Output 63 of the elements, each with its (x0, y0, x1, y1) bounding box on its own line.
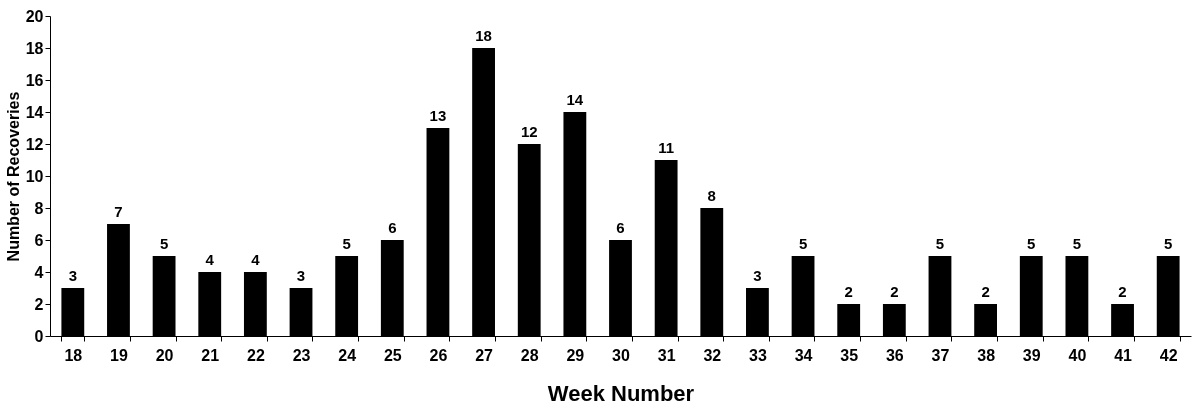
y-axis-title: Number of Recoveries (4, 91, 22, 262)
x-tick-label: 21 (201, 346, 220, 364)
y-tick-label: 20 (25, 7, 44, 25)
x-tick-label: 40 (1068, 346, 1087, 364)
data-label: 3 (68, 267, 77, 284)
data-label: 2 (981, 283, 990, 300)
data-label: 2 (890, 283, 899, 300)
x-tick-label: 39 (1022, 346, 1041, 364)
data-label: 2 (1118, 283, 1127, 300)
data-label: 7 (114, 203, 123, 220)
data-label: 18 (475, 27, 492, 44)
x-tick-label: 24 (338, 346, 357, 364)
data-label: 4 (205, 251, 215, 268)
x-tick-label: 25 (383, 346, 402, 364)
x-tick-label: 41 (1114, 346, 1133, 364)
x-tick-label: 20 (155, 346, 174, 364)
data-label: 13 (429, 107, 447, 124)
x-tick-label: 42 (1159, 346, 1178, 364)
x-tick-label: 38 (977, 346, 996, 364)
x-tick-label: 26 (429, 346, 448, 364)
x-tick-label: 36 (885, 346, 904, 364)
data-label: 6 (388, 219, 397, 236)
data-label: 14 (566, 91, 584, 108)
x-tick-label: 34 (794, 346, 813, 364)
data-label: 5 (798, 235, 808, 252)
data-label: 12 (520, 123, 538, 140)
x-tick-label: 22 (246, 346, 265, 364)
y-tick-label: 0 (34, 327, 44, 345)
x-tick-label: 35 (840, 346, 859, 364)
data-label: 5 (1027, 235, 1036, 252)
data-label: 11 (658, 139, 675, 156)
y-tick-label: 8 (34, 199, 44, 217)
x-tick-label: 31 (657, 346, 676, 364)
data-label: 5 (1164, 235, 1173, 252)
y-tick-label: 10 (25, 167, 44, 185)
x-tick-label: 19 (110, 346, 128, 364)
x-tick-label: 32 (703, 346, 722, 364)
y-tick-label: 14 (25, 103, 44, 121)
y-tick-label: 6 (34, 231, 44, 249)
x-tick-label: 27 (475, 346, 494, 364)
y-tick-label: 4 (34, 263, 44, 281)
x-tick-label: 33 (749, 346, 767, 364)
data-label: 5 (1072, 235, 1082, 252)
x-tick-label: 30 (612, 346, 630, 364)
y-tick-label: 12 (25, 135, 44, 153)
y-tick-label: 16 (25, 71, 44, 89)
data-label: 4 (251, 251, 261, 268)
data-label: 3 (753, 267, 762, 284)
y-tick-label: 18 (25, 39, 44, 57)
data-label: 6 (616, 219, 625, 236)
x-tick-label: 29 (566, 346, 585, 364)
data-label: 8 (707, 187, 716, 204)
x-tick-label: 18 (64, 346, 83, 364)
data-label: 5 (342, 235, 351, 252)
x-tick-label: 28 (520, 346, 539, 364)
x-tick-label: 23 (292, 346, 311, 364)
data-label: 5 (935, 235, 945, 252)
x-tick-label: 37 (931, 346, 950, 364)
x-axis-title: Week Number (547, 380, 695, 406)
data-label: 2 (844, 283, 853, 300)
y-tick-label: 2 (34, 295, 44, 313)
data-label: 5 (159, 235, 169, 252)
data-label: 3 (296, 267, 306, 284)
